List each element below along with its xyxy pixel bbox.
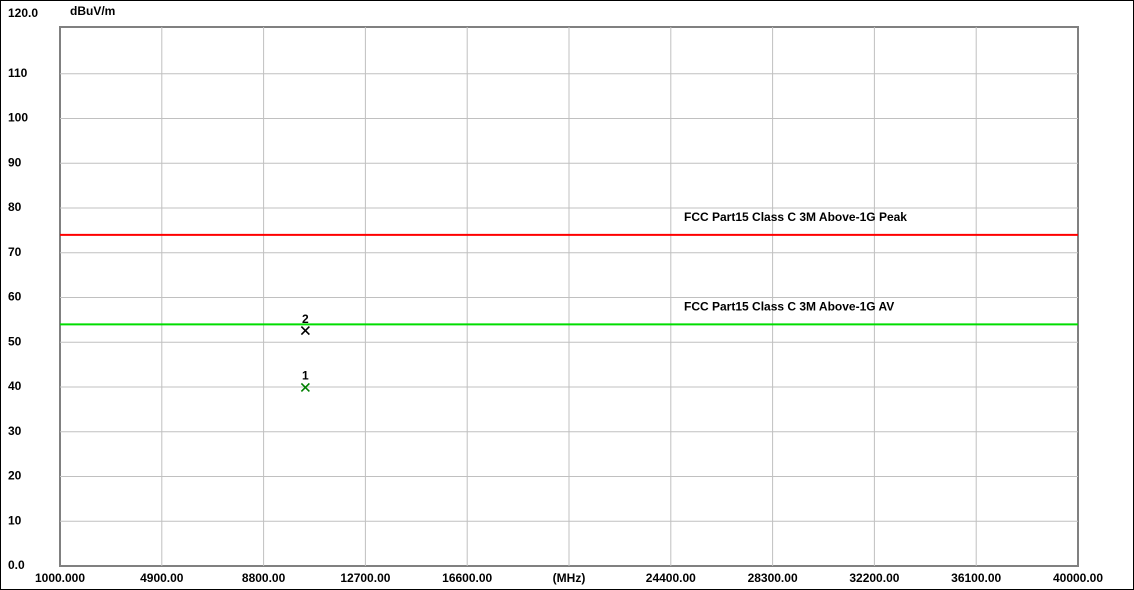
- y-tick-label: 50: [8, 334, 22, 348]
- limit-label: FCC Part15 Class C 3M Above-1G Peak: [684, 210, 907, 224]
- y-tick-label: 70: [8, 245, 22, 259]
- y-tick-label: 30: [8, 424, 22, 438]
- y-tick-label: 80: [8, 200, 22, 214]
- x-tick-label: 24400.00: [646, 571, 696, 585]
- y-tick-label: 10: [8, 513, 22, 527]
- marker-label: 1: [302, 369, 309, 383]
- y-axis-label: dBuV/m: [70, 4, 115, 18]
- y-tick-label: 20: [8, 469, 22, 483]
- x-tick-label: 4900.00: [140, 571, 184, 585]
- marker: [300, 382, 310, 393]
- y-tick-label: 110: [8, 66, 28, 80]
- x-tick-label: 40000.00: [1053, 571, 1103, 585]
- x-tick-label: 28300.00: [748, 571, 798, 585]
- x-tick-label: 1000.000: [35, 571, 85, 585]
- x-tick-label: 36100.00: [951, 571, 1001, 585]
- y-tick-label: 120.0: [8, 6, 38, 20]
- marker-stroke: [300, 326, 310, 336]
- limit-label: FCC Part15 Class C 3M Above-1G AV: [684, 300, 894, 314]
- marker: [300, 326, 310, 336]
- marker-label: 2: [302, 312, 309, 326]
- x-tick-label: 12700.00: [340, 571, 390, 585]
- y-tick-label: 60: [8, 290, 22, 304]
- y-tick-label: 40: [8, 379, 22, 393]
- y-tick-label: 90: [8, 155, 22, 169]
- x-tick-label: 32200.00: [849, 571, 899, 585]
- y-tick-label: 0.0: [8, 558, 25, 572]
- y-tick-label: 100: [8, 111, 28, 125]
- x-tick-label: 8800.00: [242, 571, 286, 585]
- marker-stroke: [300, 382, 310, 393]
- x-tick-label: 16600.00: [442, 571, 492, 585]
- x-tick-label: (MHz): [553, 571, 586, 585]
